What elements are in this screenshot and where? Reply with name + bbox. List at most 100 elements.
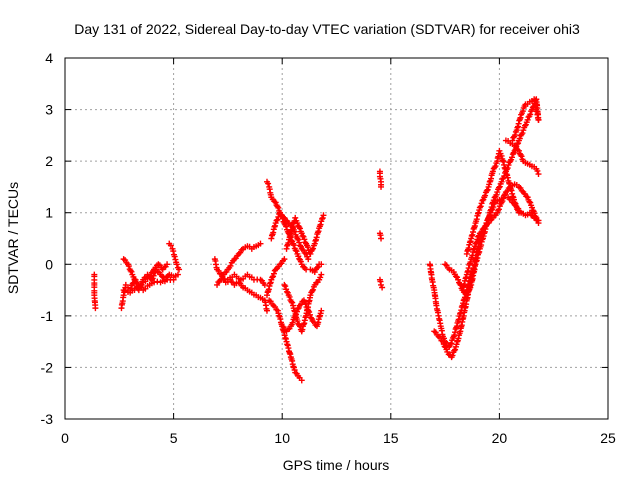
data-point xyxy=(172,256,179,263)
data-point xyxy=(319,215,326,222)
data-point xyxy=(292,247,299,254)
data-point xyxy=(515,209,522,216)
data-point xyxy=(448,340,455,347)
data-point xyxy=(441,343,448,350)
data-point xyxy=(379,284,386,291)
data-point xyxy=(535,171,542,178)
y-tick-label: -1 xyxy=(41,308,54,324)
data-point xyxy=(128,268,135,275)
data-point xyxy=(484,186,491,193)
data-point xyxy=(535,220,542,227)
data-point xyxy=(527,111,534,118)
y-tick-label: -2 xyxy=(41,359,54,375)
data-point xyxy=(378,235,385,242)
data-point xyxy=(313,264,320,271)
data-point xyxy=(516,135,523,142)
data-point xyxy=(519,130,526,137)
data-point xyxy=(495,206,502,213)
data-point xyxy=(173,261,180,268)
data-point xyxy=(473,239,480,246)
data-point xyxy=(92,305,99,312)
grid-lines xyxy=(65,58,608,419)
data-point xyxy=(298,377,305,384)
data-point xyxy=(472,240,479,247)
data-point xyxy=(281,281,288,288)
y-tick-label: 3 xyxy=(45,102,53,118)
data-point xyxy=(307,250,314,257)
data-point xyxy=(475,233,482,240)
data-point xyxy=(496,147,503,154)
data-point xyxy=(515,147,522,154)
data-point xyxy=(286,293,293,300)
data-point xyxy=(170,276,177,283)
chart-title: Day 131 of 2022, Sidereal Day-to-day VTE… xyxy=(74,21,580,37)
data-point xyxy=(147,272,154,279)
data-point xyxy=(299,232,306,239)
data-point xyxy=(261,281,268,288)
y-tick-label: 0 xyxy=(45,256,53,272)
data-point xyxy=(482,192,489,199)
y-tick-label: 2 xyxy=(45,153,53,169)
data-point xyxy=(318,261,325,268)
x-tick-label: 25 xyxy=(600,430,616,446)
data-point xyxy=(167,242,174,249)
data-point xyxy=(305,256,312,263)
data-point xyxy=(309,288,316,295)
data-point xyxy=(151,279,158,286)
data-point xyxy=(283,223,290,230)
data-point xyxy=(310,245,317,252)
data-point xyxy=(288,298,295,305)
x-tick-label: 0 xyxy=(61,430,69,446)
data-point xyxy=(125,263,132,270)
data-point xyxy=(290,242,297,249)
data-point xyxy=(524,116,531,123)
data-point xyxy=(449,352,456,359)
data-point xyxy=(297,242,304,249)
data-point xyxy=(307,292,314,299)
data-point xyxy=(519,108,526,115)
x-tick-label: 5 xyxy=(170,430,178,446)
data-point xyxy=(294,235,301,242)
data-point xyxy=(477,203,484,210)
x-tick-label: 15 xyxy=(383,430,399,446)
data-point xyxy=(282,283,289,290)
data-point xyxy=(294,220,301,227)
y-tick-label: -3 xyxy=(41,411,54,427)
data-point xyxy=(378,183,385,190)
axis-tick-labels: 0 5 10 15 20 25 -3 -2 -1 0 1 2 3 4 xyxy=(41,50,616,446)
data-point xyxy=(292,214,299,221)
data-point xyxy=(289,319,296,326)
data-point xyxy=(272,199,279,206)
data-point xyxy=(307,311,314,318)
data-point xyxy=(452,273,459,280)
data-point xyxy=(176,266,183,273)
data-point xyxy=(498,178,505,185)
data-point xyxy=(500,195,507,202)
data-point xyxy=(270,270,277,277)
data-point xyxy=(309,246,316,253)
data-points xyxy=(91,96,542,384)
data-point xyxy=(531,210,538,217)
data-point xyxy=(493,191,500,198)
data-point xyxy=(479,197,486,204)
data-point xyxy=(227,262,234,269)
data-point xyxy=(320,212,327,219)
data-point xyxy=(318,307,325,314)
data-point xyxy=(296,239,303,246)
data-point xyxy=(524,194,531,201)
data-point xyxy=(491,164,498,171)
data-point xyxy=(283,288,290,295)
data-point xyxy=(273,217,280,224)
data-point xyxy=(297,225,304,232)
data-point xyxy=(294,318,301,325)
data-point xyxy=(307,314,314,321)
x-tick-label: 20 xyxy=(492,430,508,446)
data-point xyxy=(534,167,541,174)
data-point xyxy=(535,116,542,123)
data-point xyxy=(495,184,502,191)
data-point xyxy=(489,168,496,175)
data-point xyxy=(512,132,519,139)
y-axis-label: SDTVAR / TECUs xyxy=(5,182,21,294)
data-point xyxy=(478,200,485,207)
data-point xyxy=(275,204,282,211)
